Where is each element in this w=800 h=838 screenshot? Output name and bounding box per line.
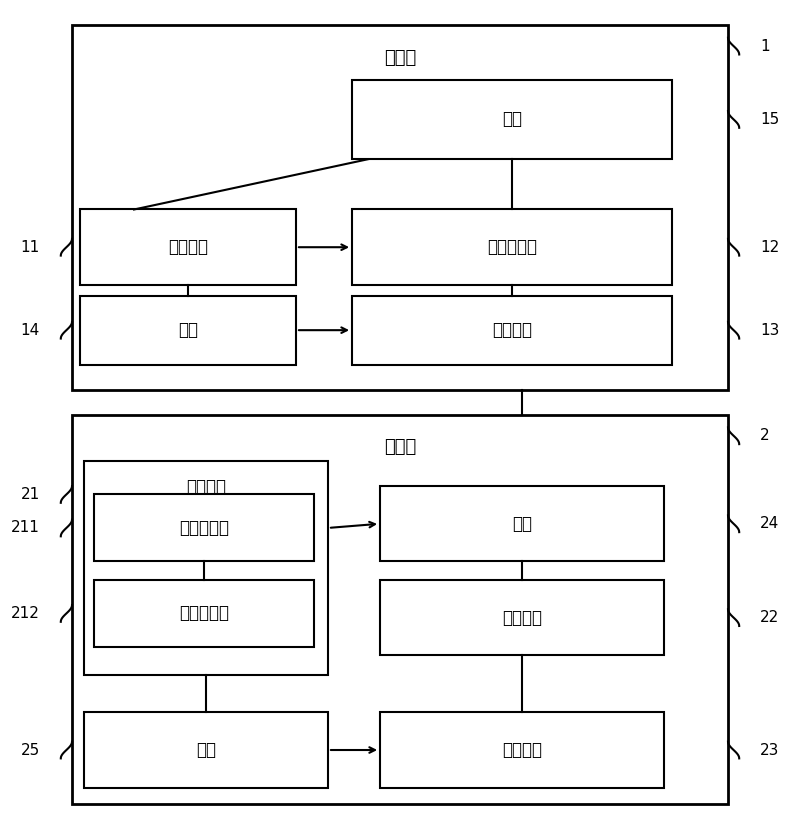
Text: 缓存: 缓存 [196,741,216,759]
Text: 14: 14 [21,323,40,338]
Text: 获取子模块: 获取子模块 [179,519,230,537]
FancyBboxPatch shape [72,415,728,804]
Text: 211: 211 [11,520,40,535]
FancyBboxPatch shape [352,296,672,365]
Text: 12: 12 [760,240,779,255]
Text: 13: 13 [760,323,779,338]
Text: 2: 2 [760,428,770,443]
Text: 接口: 接口 [178,321,198,339]
Text: 24: 24 [760,516,779,531]
Text: 23: 23 [760,742,779,758]
Text: 212: 212 [11,606,40,621]
Text: 接口板: 接口板 [384,438,416,456]
FancyBboxPatch shape [352,210,672,285]
FancyBboxPatch shape [80,210,296,285]
FancyBboxPatch shape [94,494,314,561]
Text: 发送模块: 发送模块 [492,321,532,339]
Text: 获取模块: 获取模块 [502,741,542,759]
FancyBboxPatch shape [380,580,664,655]
FancyBboxPatch shape [72,25,728,390]
FancyBboxPatch shape [84,712,328,788]
Text: 15: 15 [760,112,779,127]
Text: 接收模块: 接收模块 [502,608,542,627]
FancyBboxPatch shape [380,712,664,788]
Text: 发送子模块: 发送子模块 [179,604,230,623]
FancyBboxPatch shape [80,296,296,365]
Text: 与操作模块: 与操作模块 [487,238,537,256]
Text: 接收模块: 接收模块 [168,238,208,256]
FancyBboxPatch shape [94,580,314,647]
Text: 1: 1 [760,39,770,54]
FancyBboxPatch shape [380,486,664,561]
Text: 11: 11 [21,240,40,255]
Text: 22: 22 [760,610,779,625]
Text: 接口: 接口 [512,515,532,533]
FancyBboxPatch shape [84,461,328,675]
FancyBboxPatch shape [352,80,672,159]
Text: 25: 25 [21,742,40,758]
Text: 交换板: 交换板 [384,49,416,66]
Text: 21: 21 [21,487,40,502]
Text: 缓存: 缓存 [502,111,522,128]
Text: 发送模块: 发送模块 [186,478,226,495]
